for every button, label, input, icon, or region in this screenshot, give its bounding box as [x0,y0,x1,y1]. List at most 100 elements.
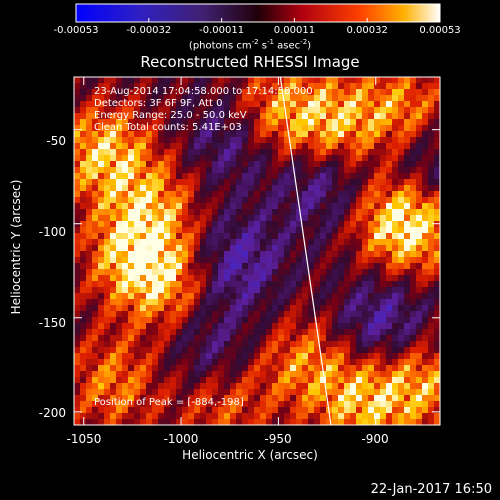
heatmap-cell [320,113,326,119]
heatmap-cell [152,335,158,341]
heatmap-cell [260,179,266,185]
heatmap-cell [104,239,110,245]
heatmap-cell [110,197,116,203]
heatmap-cell [248,107,254,113]
heatmap-cell [374,131,380,137]
heatmap-cell [140,113,146,119]
heatmap-cell [104,149,110,155]
heatmap-cell [116,311,122,317]
heatmap-cell [92,329,98,335]
heatmap-cell [386,335,392,341]
heatmap-cell [434,407,440,413]
heatmap-cell [368,185,374,191]
heatmap-cell [422,263,428,269]
heatmap-cell [128,197,134,203]
heatmap-cell [362,215,368,221]
heatmap-cell [398,353,404,359]
heatmap-cell [236,317,242,323]
heatmap-cell [356,203,362,209]
heatmap-cell [212,377,218,383]
heatmap-cell [170,77,176,83]
heatmap-cell [164,359,170,365]
heatmap-cell [80,101,86,107]
heatmap-cell [398,407,404,413]
heatmap-cell [410,191,416,197]
heatmap-cell [146,185,152,191]
heatmap-cell [134,221,140,227]
heatmap-cell [104,125,110,131]
heatmap-cell [86,287,92,293]
heatmap-cell [188,323,194,329]
heatmap-cell [200,101,206,107]
heatmap-cell [374,419,380,425]
heatmap-cell [332,251,338,257]
heatmap-cell [272,83,278,89]
heatmap-cell [260,281,266,287]
heatmap-cell [230,347,236,353]
heatmap-cell [308,311,314,317]
heatmap-cell [218,119,224,125]
heatmap-cell [230,287,236,293]
heatmap-cell [170,173,176,179]
heatmap-cell [158,263,164,269]
heatmap-cell [332,389,338,395]
heatmap-cell [374,119,380,125]
heatmap-cell [398,269,404,275]
heatmap-cell [410,245,416,251]
heatmap-cell [308,107,314,113]
heatmap-cell [224,311,230,317]
heatmap-cell [134,377,140,383]
heatmap-cell [128,131,134,137]
heatmap-cell [170,299,176,305]
heatmap-cell [350,191,356,197]
heatmap-cell [278,131,284,137]
heatmap-cell [320,155,326,161]
heatmap-cell [206,293,212,299]
heatmap-cell [320,395,326,401]
heatmap-cell [428,131,434,137]
heatmap-cell [320,227,326,233]
heatmap-cell [80,371,86,377]
heatmap-cell [140,329,146,335]
heatmap-cell [386,395,392,401]
heatmap-cell [290,407,296,413]
heatmap-cell [188,401,194,407]
heatmap-cell [74,317,80,323]
heatmap-cell [236,143,242,149]
heatmap-cell [302,341,308,347]
heatmap-cell [248,383,254,389]
heatmap-cell [320,419,326,425]
heatmap-cell [278,281,284,287]
heatmap-cell [218,365,224,371]
heatmap-cell [80,353,86,359]
heatmap-cell [80,419,86,425]
heatmap-cell [302,125,308,131]
heatmap-cell [398,335,404,341]
heatmap-cell [158,371,164,377]
heatmap-cell [386,239,392,245]
heatmap-cell [392,167,398,173]
heatmap-cell [356,275,362,281]
heatmap-cell [206,245,212,251]
heatmap-cell [248,209,254,215]
heatmap-cell [344,407,350,413]
heatmap-cell [194,257,200,263]
heatmap-cell [386,353,392,359]
heatmap-cell [260,317,266,323]
heatmap-cell [344,263,350,269]
heatmap-cell [242,203,248,209]
heatmap-cell [362,203,368,209]
heatmap-cell [308,371,314,377]
heatmap-cell [134,77,140,83]
heatmap-cell [350,131,356,137]
heatmap-cell [356,263,362,269]
heatmap-cell [98,149,104,155]
heatmap-cell [278,293,284,299]
heatmap-cell [152,89,158,95]
heatmap-cell [404,83,410,89]
heatmap-cell [362,389,368,395]
heatmap-cell [242,395,248,401]
heatmap-cell [368,323,374,329]
heatmap-cell [272,221,278,227]
heatmap-cell [206,233,212,239]
